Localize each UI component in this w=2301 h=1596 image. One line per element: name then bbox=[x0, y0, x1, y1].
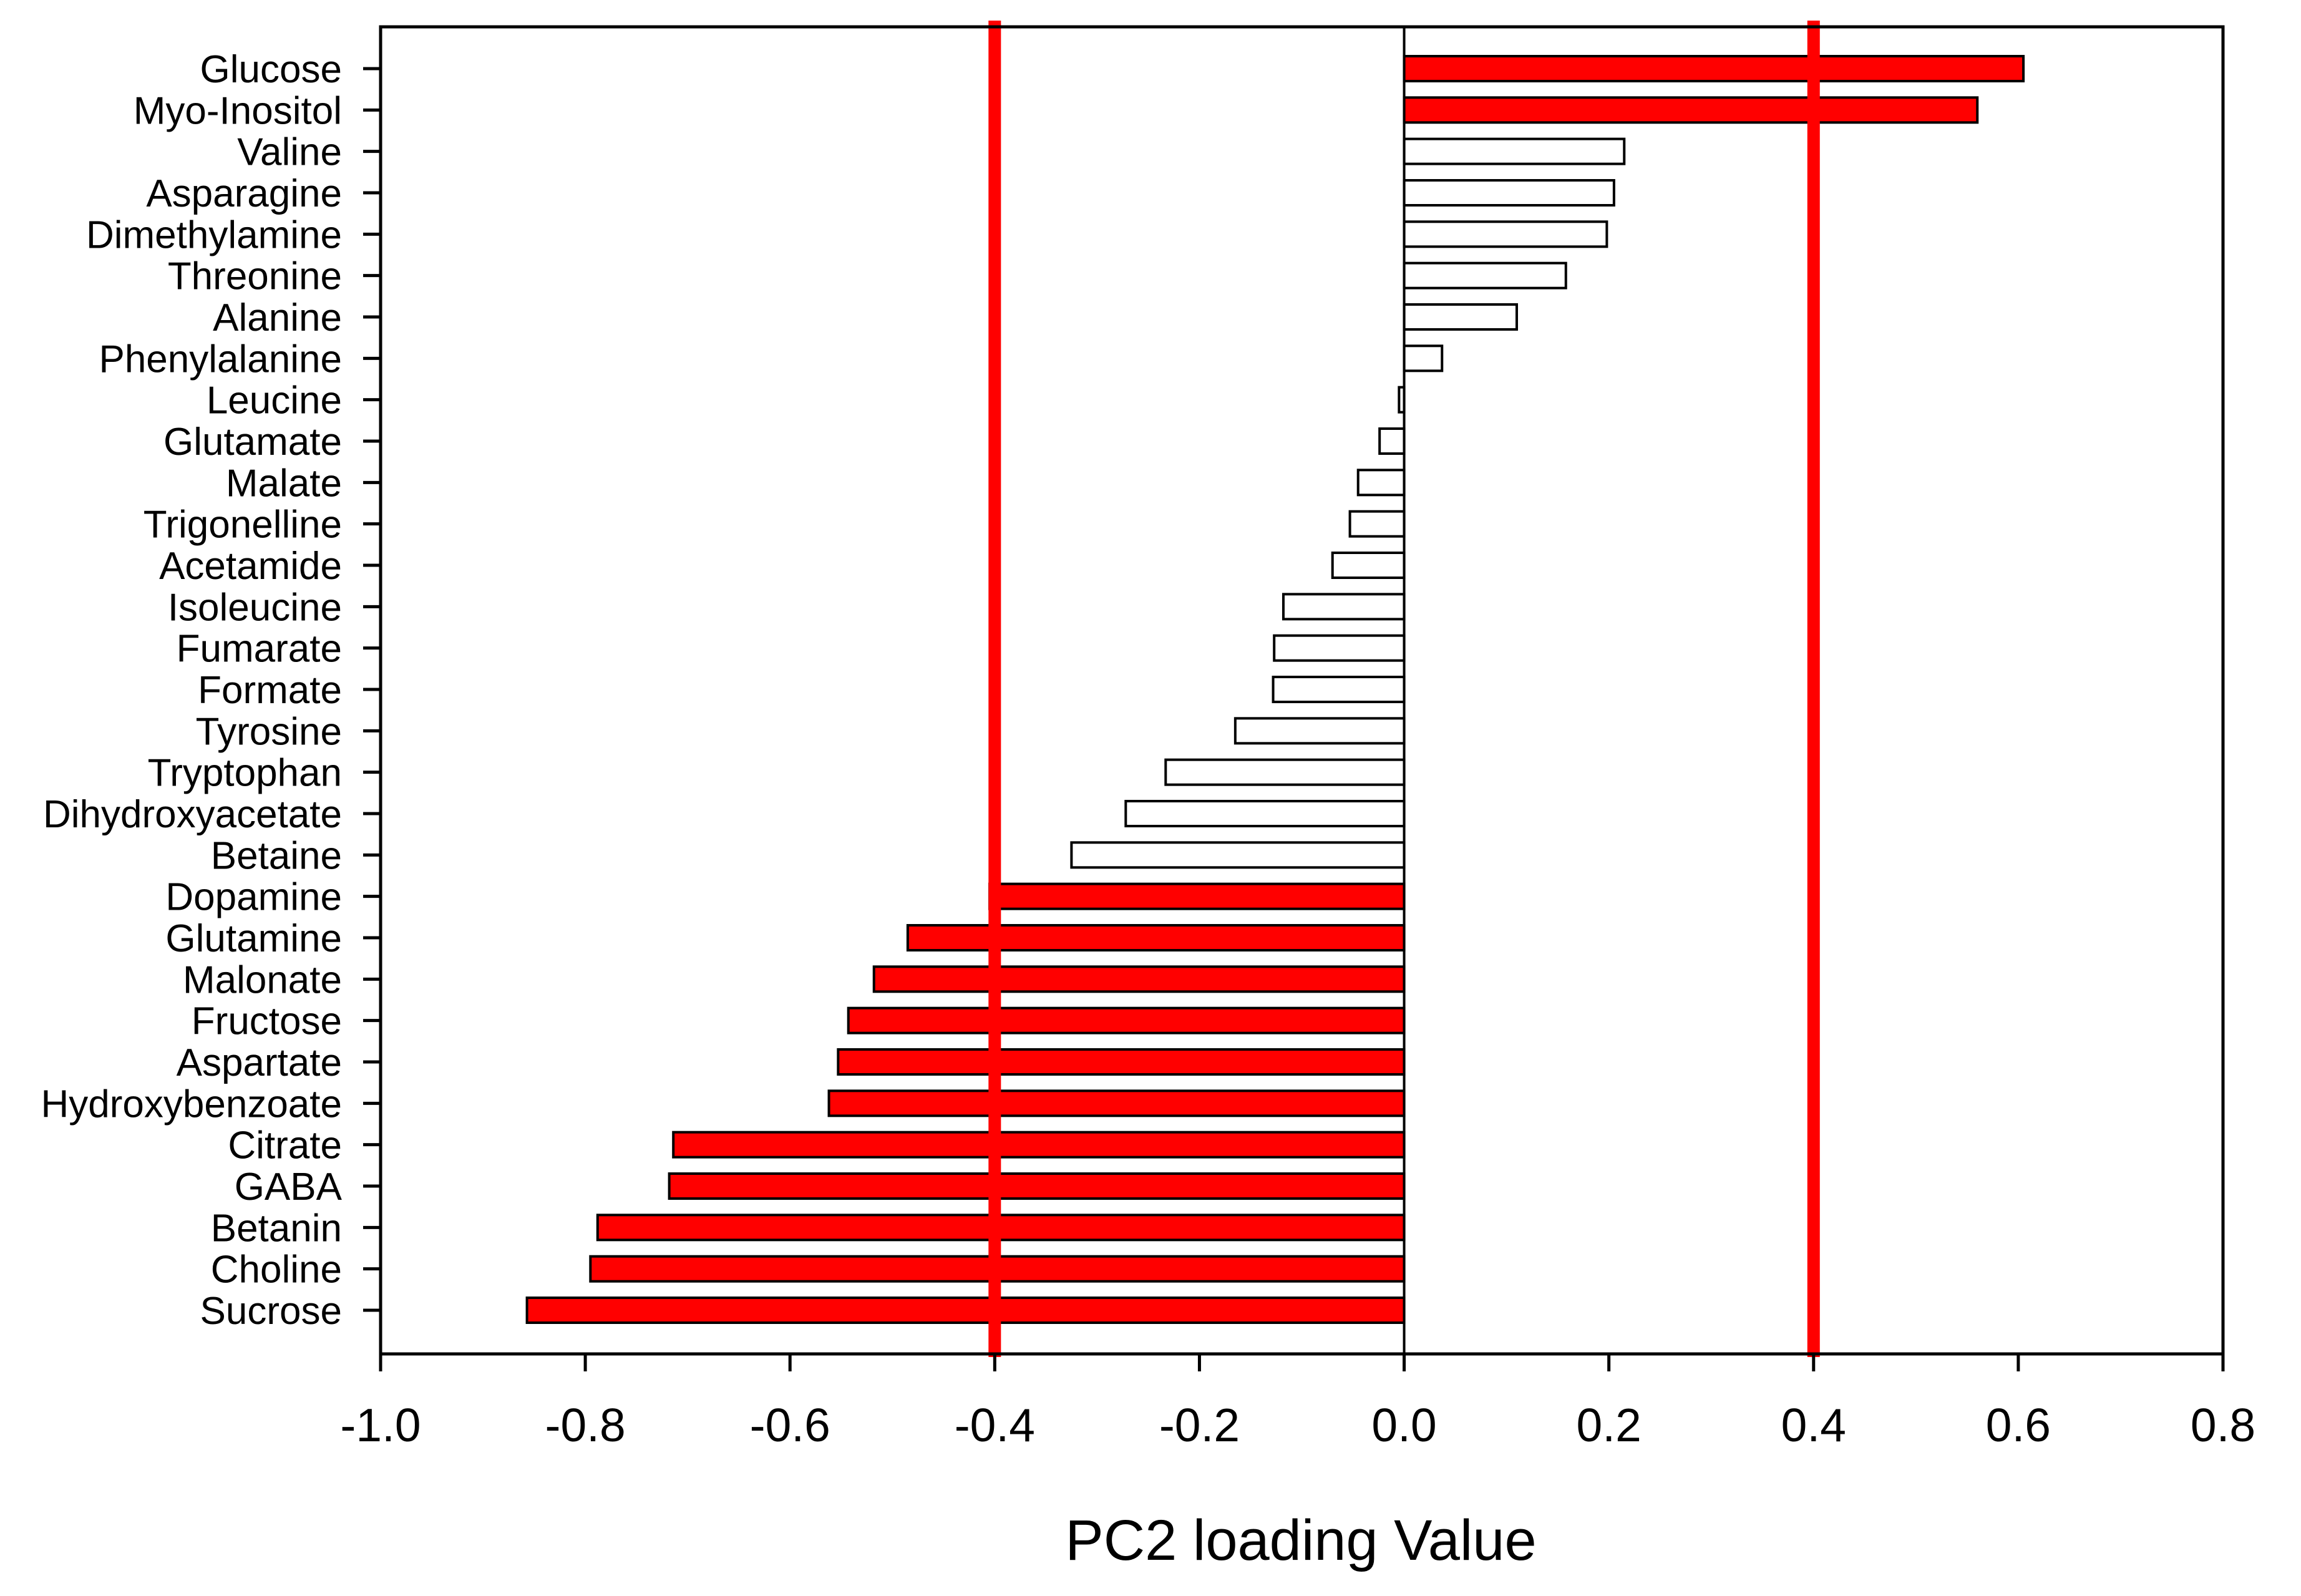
y-tick-label: Dimethylamine bbox=[86, 213, 342, 256]
bar-acetamide bbox=[1331, 552, 1406, 579]
y-tick-label: Tryptophan bbox=[148, 752, 342, 795]
bars-layer bbox=[525, 55, 2025, 1324]
bar-tryptophan bbox=[1164, 758, 1406, 786]
bar-asparagine bbox=[1403, 179, 1615, 207]
y-tick-label: Leucine bbox=[207, 379, 342, 422]
bar-glucose bbox=[1403, 55, 2025, 82]
bar-alanine bbox=[1403, 303, 1519, 331]
y-tick-label: Dihydroxyacetate bbox=[43, 793, 342, 836]
bar-isoleucine bbox=[1282, 593, 1406, 621]
y-tick-label: Glutamate bbox=[163, 421, 342, 464]
bar-malonate bbox=[872, 965, 1406, 993]
bar-fructose bbox=[847, 1006, 1406, 1034]
y-tick-label: Tyrosine bbox=[196, 710, 342, 753]
y-tick-label: Fumarate bbox=[177, 628, 342, 671]
bar-sucrose bbox=[525, 1297, 1406, 1324]
y-tick-label: Asparagine bbox=[146, 172, 342, 215]
x-axis: -1.0 -0.8 -0.6 -0.4 -0.2 0.0 0.2 0.4 0.6 0.8 bbox=[340, 1354, 2255, 1451]
bar-glutamate bbox=[1378, 427, 1406, 455]
x-tick-label: -0.2 bbox=[1159, 1399, 1240, 1451]
bar-dihydroxyacetate bbox=[1124, 800, 1406, 827]
bar-dimethylamine bbox=[1403, 220, 1608, 248]
bar-threonine bbox=[1403, 261, 1567, 290]
y-tick-label: Acetamide bbox=[159, 545, 342, 588]
y-tick-label: Myo-Inositol bbox=[134, 89, 342, 132]
y-tick-label: Malate bbox=[226, 462, 342, 505]
y-tick-label: Sucrose bbox=[200, 1290, 342, 1333]
y-tick-label: Citrate bbox=[228, 1124, 342, 1167]
y-tick-label: Betaine bbox=[211, 834, 342, 877]
x-tick-label: -0.8 bbox=[545, 1399, 625, 1451]
x-tick-label: 0.8 bbox=[2191, 1399, 2255, 1451]
y-axis: GlucoseMyo-InositolValineAsparagineDimet… bbox=[41, 48, 381, 1333]
x-tick-label: -1.0 bbox=[340, 1399, 421, 1451]
bar-formate bbox=[1272, 676, 1406, 703]
y-tick-label: Hydroxybenzoate bbox=[41, 1083, 343, 1126]
bar-glutamine bbox=[906, 924, 1406, 951]
bar-phenylalanine bbox=[1403, 344, 1444, 372]
y-tick-label: Fructose bbox=[192, 1000, 342, 1043]
y-tick-label: Choline bbox=[211, 1248, 342, 1292]
y-tick-label: Isoleucine bbox=[168, 586, 342, 629]
y-tick-label: Phenylalanine bbox=[99, 338, 342, 381]
x-tick-label: 0.2 bbox=[1577, 1399, 1642, 1451]
bar-fumarate bbox=[1273, 634, 1406, 662]
y-tick-label: GABA bbox=[235, 1165, 343, 1209]
x-tick-label: 0.4 bbox=[1781, 1399, 1846, 1451]
y-tick-label: Glucose bbox=[200, 48, 342, 91]
bar-dopamine bbox=[988, 882, 1406, 910]
y-tick-label: Valine bbox=[237, 131, 342, 174]
bar-trigonelline bbox=[1348, 510, 1406, 538]
bar-valine bbox=[1403, 137, 1626, 165]
threshold-layer bbox=[988, 21, 1820, 1357]
bar-citrate bbox=[672, 1131, 1406, 1159]
bar-myo-inositol bbox=[1403, 96, 1979, 124]
bar-betaine bbox=[1070, 841, 1406, 869]
y-tick-label: Trigonelline bbox=[144, 504, 342, 547]
y-tick-label: Glutamine bbox=[165, 917, 342, 960]
bar-tyrosine bbox=[1233, 717, 1406, 745]
y-tick-label: Formate bbox=[198, 669, 342, 712]
x-axis-title: PC2 loading Value bbox=[1065, 1509, 1536, 1572]
y-tick-label: Betanin bbox=[211, 1207, 342, 1250]
x-tick-label: -0.4 bbox=[955, 1399, 1035, 1451]
y-tick-label: Alanine bbox=[213, 296, 342, 339]
x-tick-label: -0.6 bbox=[750, 1399, 830, 1451]
bar-hydroxybenzoate bbox=[827, 1089, 1406, 1117]
x-tick-label: 0.0 bbox=[1371, 1399, 1436, 1451]
bar-aspartate bbox=[837, 1048, 1406, 1076]
x-tick-label: 0.6 bbox=[1986, 1399, 2051, 1451]
bar-malate bbox=[1356, 469, 1406, 497]
y-tick-label: Dopamine bbox=[165, 876, 342, 919]
y-tick-label: Malonate bbox=[183, 958, 342, 1001]
y-tick-label: Threonine bbox=[168, 255, 342, 298]
bar-gaba bbox=[668, 1172, 1406, 1200]
y-tick-label: Aspartate bbox=[177, 1041, 342, 1084]
